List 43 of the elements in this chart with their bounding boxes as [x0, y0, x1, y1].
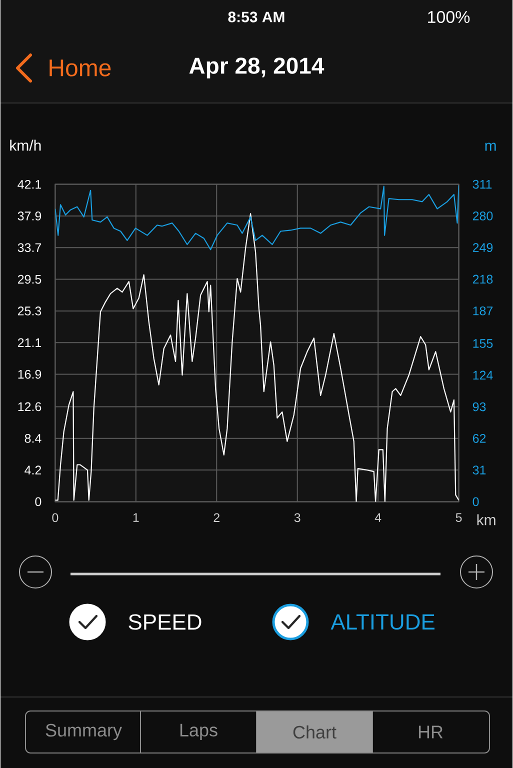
y2-tick-label: 31 [472, 466, 486, 474]
y2-axis-title: m [485, 142, 496, 151]
x-tick-label: 4 [374, 513, 382, 522]
y-tick-label: 8.4 [24, 434, 42, 443]
y-tick-label: 0 [35, 497, 42, 506]
y-tick-label: 25.3 [18, 306, 42, 316]
y2-tick-label: 187 [473, 306, 493, 316]
y-axis-title: km/h [10, 140, 41, 151]
text: Home [50, 60, 111, 76]
chart-title: Apr 28, 2014 [189, 58, 324, 78]
y2-tick-label: 311 [472, 180, 492, 189]
y2-tick-label: 280 [472, 212, 493, 220]
y2-tick-label: 218 [472, 274, 493, 284]
y-tick-label: 16.9 [18, 370, 42, 379]
y-tick-label: 37.9 [18, 212, 42, 220]
x-tick-label: 2 [214, 513, 220, 522]
y-tick-label: 42.1 [18, 180, 42, 189]
text: 100% [428, 10, 470, 24]
text: HR [418, 726, 443, 738]
x-tick-label: 5 [456, 513, 462, 522]
y2-tick-label: 155 [473, 339, 493, 348]
y-tick-label: 33.7 [18, 243, 42, 252]
x-axis-title: km [477, 514, 496, 526]
y2-tick-label: 124 [473, 370, 493, 380]
y-tick-label: 21.1 [18, 338, 42, 347]
text: Laps [180, 724, 218, 740]
line-series [55, 213, 459, 502]
y2-tick-label: 62 [472, 434, 486, 443]
x-tick-label: 3 [294, 513, 300, 522]
text: Chart [293, 725, 336, 739]
x-tick-label: 0 [52, 513, 58, 522]
text: Summary [46, 724, 122, 740]
y-tick-label: 4.2 [24, 466, 42, 474]
y2-tick-label: 93 [472, 402, 486, 412]
y2-tick-label: 249 [472, 243, 493, 252]
x-tick-label: 1 [133, 513, 139, 522]
y-tick-label: 29.5 [18, 274, 42, 284]
legend-label: ALTITUDE [330, 614, 434, 630]
y-tick-label: 12.6 [18, 402, 42, 412]
legend-label: SPEED [128, 614, 202, 630]
text: 8:53 AM [228, 12, 284, 22]
line-series [55, 184, 459, 250]
y2-tick-label: 0 [472, 497, 479, 506]
